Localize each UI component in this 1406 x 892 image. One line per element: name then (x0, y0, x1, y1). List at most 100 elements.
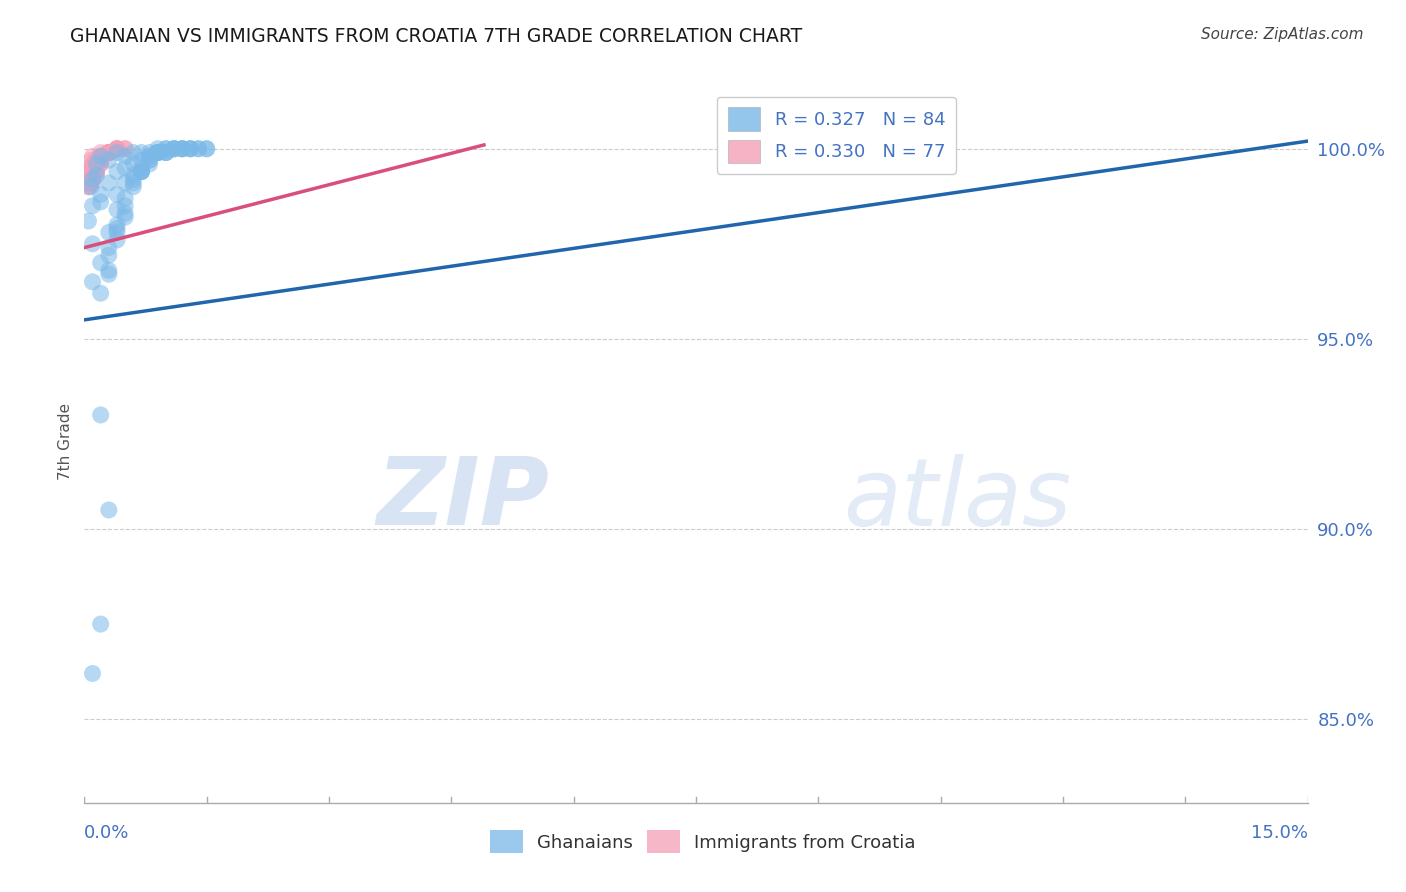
Y-axis label: 7th Grade: 7th Grade (58, 403, 73, 480)
Point (131, 145, 153, 160)
Point (86, 161, 108, 175)
Point (82, 666, 104, 681)
Point (105, 187, 128, 202)
Point (97, 226, 120, 240)
Point (83, 157, 105, 171)
Point (97, 145, 120, 160)
Point (138, 149, 160, 163)
Point (155, 145, 177, 160)
Point (77, 214, 100, 228)
Point (146, 145, 169, 160)
Point (90, 153, 112, 168)
Point (114, 161, 136, 175)
Text: 0.0%: 0.0% (84, 824, 129, 842)
Point (122, 169, 145, 183)
Point (122, 172, 145, 186)
Point (97, 248, 120, 262)
Text: 15.0%: 15.0% (1250, 824, 1308, 842)
Point (86, 157, 108, 171)
Point (97, 176, 120, 190)
Point (114, 191, 136, 205)
Point (90, 149, 112, 163)
Point (82, 164, 104, 178)
Legend: Ghanaians, Immigrants from Croatia: Ghanaians, Immigrants from Croatia (482, 823, 924, 861)
Point (97, 145, 120, 160)
Point (90, 153, 112, 168)
Point (105, 226, 128, 240)
Point (90, 617, 112, 632)
Point (90, 149, 112, 163)
Point (90, 153, 112, 168)
Point (90, 149, 112, 163)
Point (105, 142, 128, 156)
Point (187, 142, 209, 156)
Point (82, 164, 104, 178)
Point (114, 199, 136, 213)
Point (82, 275, 104, 289)
Point (122, 145, 145, 160)
Point (97, 503, 120, 517)
Point (90, 408, 112, 422)
Point (105, 145, 128, 160)
Point (90, 153, 112, 168)
Point (172, 142, 194, 156)
Point (77, 179, 100, 194)
Point (86, 153, 108, 168)
Point (82, 172, 104, 186)
Point (105, 142, 128, 156)
Point (155, 145, 177, 160)
Point (114, 149, 136, 163)
Point (76, 176, 98, 190)
Point (90, 153, 112, 168)
Text: ZIP: ZIP (377, 453, 550, 545)
Point (97, 241, 120, 255)
Point (82, 164, 104, 178)
Point (155, 142, 177, 156)
Point (172, 142, 194, 156)
Point (195, 142, 218, 156)
Point (97, 145, 120, 160)
Point (97, 267, 120, 281)
Point (163, 142, 186, 156)
Point (82, 172, 104, 186)
Point (90, 157, 112, 171)
Point (86, 164, 108, 178)
Point (97, 145, 120, 160)
Point (86, 169, 108, 183)
Point (86, 157, 108, 171)
Point (80, 164, 103, 178)
Point (155, 145, 177, 160)
Point (179, 142, 201, 156)
Point (80, 153, 103, 168)
Point (80, 172, 103, 186)
Point (97, 145, 120, 160)
Point (163, 142, 186, 156)
Point (97, 153, 120, 168)
Point (82, 169, 104, 183)
Point (90, 286, 112, 301)
Point (131, 164, 153, 178)
Point (82, 236, 104, 251)
Point (90, 145, 112, 160)
Point (122, 157, 145, 171)
Point (86, 164, 108, 178)
Point (105, 142, 128, 156)
Point (172, 142, 194, 156)
Point (122, 179, 145, 194)
Point (82, 172, 104, 186)
Point (138, 153, 160, 168)
Point (82, 176, 104, 190)
Point (97, 145, 120, 160)
Point (105, 233, 128, 247)
Point (90, 194, 112, 209)
Point (90, 153, 112, 168)
Point (146, 142, 169, 156)
Point (86, 157, 108, 171)
Point (155, 142, 177, 156)
Point (172, 142, 194, 156)
Point (114, 210, 136, 224)
Text: GHANAIAN VS IMMIGRANTS FROM CROATIA 7TH GRADE CORRELATION CHART: GHANAIAN VS IMMIGRANTS FROM CROATIA 7TH … (70, 27, 803, 45)
Point (80, 176, 103, 190)
Point (90, 149, 112, 163)
Point (138, 145, 160, 160)
